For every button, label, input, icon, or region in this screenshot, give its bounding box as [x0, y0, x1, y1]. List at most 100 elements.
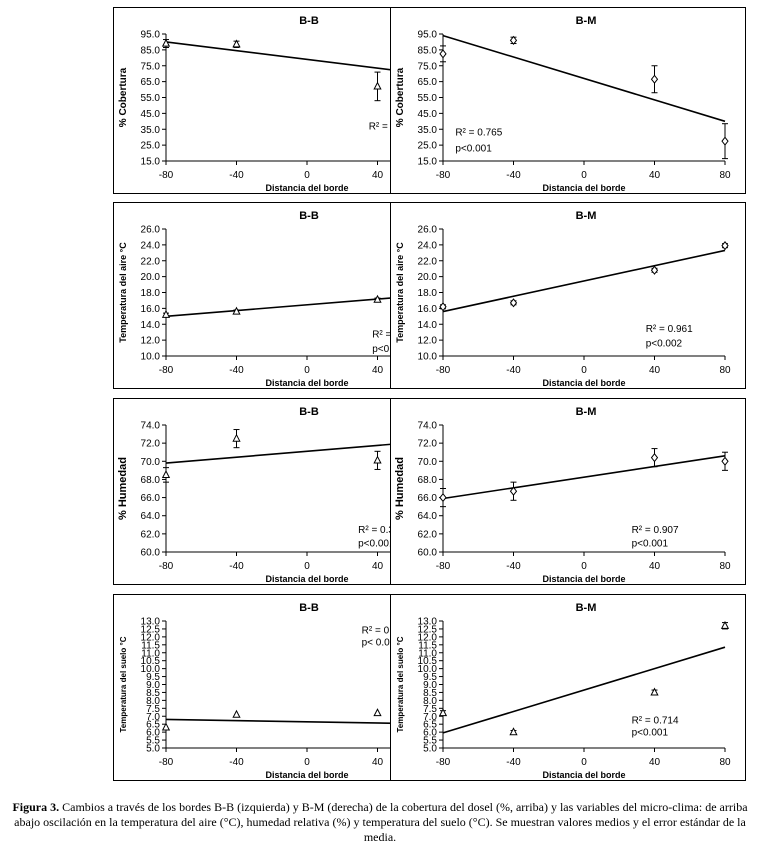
y-tick-label: 72.0 [418, 439, 438, 450]
x-tick-label: -40 [229, 365, 244, 376]
y-tick-label: 66.0 [141, 493, 161, 504]
y-tick-label: 70.0 [141, 457, 161, 468]
p-value-label: p<0.001 [632, 539, 669, 550]
y-tick-label: 18.0 [141, 288, 161, 299]
y-tick-label: 12.0 [418, 632, 438, 643]
y-tick-label: 11.5 [418, 640, 437, 651]
y-tick-label: 72.0 [141, 439, 161, 450]
y-tick-label: 9.5 [423, 672, 437, 683]
y-tick-label: 7.0 [423, 712, 437, 723]
trend-line [442, 249, 726, 313]
y-tick-label: 10.0 [418, 664, 438, 675]
y-tick-label: 9.0 [146, 680, 160, 691]
x-tick-label: -80 [436, 365, 451, 376]
y-tick-label: 6.0 [423, 728, 437, 739]
data-point [373, 81, 382, 90]
data-point [373, 294, 382, 303]
data-point [438, 708, 448, 717]
data-point [439, 49, 447, 59]
y-tick-label: 8.5 [146, 688, 160, 699]
chart-humedad-bm: B-M 60.0 62.0 64.0 66.0 68.0 70.0 72.0 74.0 -80 -4… [394, 406, 731, 584]
x-tick-label: -40 [506, 365, 521, 376]
y-axis-label: Temperatura del suelo °C [396, 636, 405, 732]
figure-caption: Figura 3. Cambios a través de los bordes… [4, 800, 756, 845]
y-tick-label: 20.0 [418, 272, 438, 283]
chart-panel-temp-suelo-bm: B-M 5.0 5.5 6.0 6.5 7.0 7.5 8.0 8.5 9.0 9.5 10.0 10.… [390, 594, 746, 781]
chart-panel-humedad-bm: B-M 60.0 62.0 64.0 66.0 68.0 70.0 72.0 74.0 -80 -4… [390, 398, 746, 585]
y-tick-label: 74.0 [418, 421, 438, 432]
r-squared-label: R² = 0.714 [632, 715, 679, 726]
y-tick-label: 62.0 [141, 529, 161, 540]
trend-line [442, 646, 726, 734]
x-axis-label: Distancia del borde [542, 770, 625, 780]
y-tick-label: 8.5 [423, 688, 437, 699]
x-axis-label: Distancia del borde [265, 574, 348, 584]
x-tick-label: -40 [229, 757, 244, 768]
y-tick-label: 6.0 [146, 728, 160, 739]
y-tick-label: 68.0 [418, 475, 438, 486]
r-squared-label: R² = 0.303 [358, 525, 405, 536]
y-tick-label: 35.0 [418, 125, 438, 136]
x-axis-label: Distancia del borde [542, 183, 625, 193]
y-tick-label: 24.0 [141, 240, 161, 251]
y-tick-label: 22.0 [141, 256, 161, 267]
data-point [161, 470, 171, 478]
r-squared-label: R² = 0.041 [362, 626, 409, 637]
y-tick-label: 66.0 [418, 493, 438, 504]
y-tick-label: 65.0 [141, 77, 161, 88]
y-tick-label: 55.0 [418, 93, 438, 104]
y-axis-label: Temperatura del aire °C [395, 242, 405, 343]
y-axis-label: % Cobertura [395, 67, 406, 127]
data-point [509, 727, 518, 736]
x-axis-label: Distancia del borde [542, 378, 625, 388]
y-axis-label: Temperatura del aire °C [118, 242, 128, 343]
y-tick-label: 15.0 [141, 157, 161, 168]
y-tick-label: 10.0 [141, 352, 161, 363]
data-point [509, 486, 518, 496]
data-point [509, 35, 518, 45]
r-squared-label: R² = 0.765 [455, 128, 502, 139]
p-value-label: p<0.001 [455, 143, 492, 154]
data-point [509, 298, 518, 308]
y-tick-label: 5.0 [146, 744, 160, 755]
data-point [721, 241, 729, 251]
data-point [650, 687, 659, 696]
y-tick-label: 7.0 [146, 712, 160, 723]
y-tick-label: 12.0 [141, 336, 161, 347]
y-tick-label: 60.0 [141, 548, 161, 559]
data-point [373, 455, 382, 464]
data-point [161, 722, 171, 731]
y-tick-label: 9.0 [423, 680, 437, 691]
y-tick-label: 8.0 [146, 696, 160, 707]
x-tick-label: -80 [436, 561, 451, 572]
y-tick-label: 14.0 [418, 320, 438, 331]
caption-label: Figura 3. [12, 800, 60, 814]
x-tick-label: 0 [304, 365, 310, 376]
y-tick-label: 12.5 [418, 624, 438, 635]
x-tick-label: 0 [581, 170, 587, 181]
x-tick-label: -80 [436, 170, 451, 181]
x-tick-label: -40 [506, 170, 521, 181]
data-point [720, 620, 730, 629]
x-tick-label: 40 [649, 365, 661, 376]
x-tick-label: 0 [581, 561, 587, 572]
y-tick-label: 7.5 [146, 704, 160, 715]
chart-title: B-B [299, 15, 319, 27]
y-tick-label: 11.5 [141, 640, 160, 651]
p-value-label: p<0.001 [632, 727, 669, 738]
y-tick-label: 22.0 [418, 256, 438, 267]
y-tick-label: 6.5 [146, 720, 160, 731]
y-tick-label: 5.5 [423, 736, 437, 747]
x-tick-label: 80 [719, 757, 731, 768]
data-point [439, 492, 447, 503]
data-point [650, 265, 659, 275]
x-tick-label: 0 [304, 757, 310, 768]
y-tick-label: 6.5 [423, 720, 437, 731]
x-tick-label: -40 [506, 561, 521, 572]
y-tick-label: 10.0 [141, 664, 161, 675]
chart-cobertura-bm: B-M 15.0 25.0 35.0 45.0 55.0 65.0 75.0 85.0 95.0 -… [395, 15, 731, 193]
y-tick-label: 35.0 [141, 125, 161, 136]
data-point [161, 309, 171, 318]
y-tick-label: 16.0 [418, 304, 438, 315]
p-value-label: p< 0.098 [362, 638, 402, 649]
